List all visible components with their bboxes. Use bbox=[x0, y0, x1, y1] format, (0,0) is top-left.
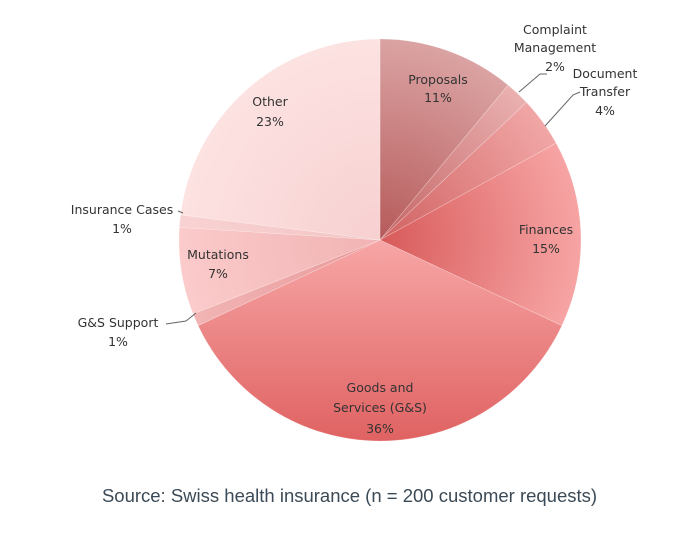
pie-slice-finances bbox=[379, 142, 582, 326]
slice-name-label: Other bbox=[252, 94, 288, 109]
slice-name-label: Services (G&S) bbox=[333, 400, 427, 415]
slice-value-label: 1% bbox=[112, 221, 132, 236]
pie-slice-proposals bbox=[379, 38, 509, 241]
slice-value-label: 36% bbox=[366, 421, 394, 436]
slice-name-label: Complaint bbox=[523, 22, 587, 37]
slice-value-label: 23% bbox=[256, 114, 284, 129]
leader-line bbox=[165, 312, 197, 325]
chart-caption: Source: Swiss health insurance (n = 200 … bbox=[101, 485, 598, 506]
leader-line bbox=[518, 73, 547, 93]
slice-value-label: 11% bbox=[424, 90, 452, 105]
pie-slice-g-s-support bbox=[192, 239, 381, 326]
slice-value-label: 2% bbox=[545, 59, 565, 74]
slice-name-label: Proposals bbox=[408, 72, 468, 87]
leader-line bbox=[177, 210, 184, 214]
slice-name-label: Transfer bbox=[579, 84, 631, 99]
pie-slice-insurance-cases bbox=[179, 214, 381, 241]
pie-slice-complaint-management bbox=[379, 84, 527, 241]
pie-slice-other bbox=[180, 38, 381, 241]
slice-value-label: 15% bbox=[532, 241, 560, 256]
slice-name-label: Finances bbox=[519, 222, 573, 237]
slice-name-label: Insurance Cases bbox=[71, 202, 173, 217]
slice-name-label: G&S Support bbox=[78, 315, 159, 330]
slice-name-label: Management bbox=[514, 40, 596, 55]
pie-slice-goods-and-services-g-s- bbox=[197, 239, 563, 442]
pie-slice-mutations bbox=[178, 227, 381, 315]
slice-name-label: Goods and bbox=[347, 380, 414, 395]
slice-name-label: Document bbox=[573, 66, 638, 81]
slice-name-label: Mutations bbox=[187, 247, 249, 262]
leader-line bbox=[544, 91, 581, 127]
slice-value-label: 4% bbox=[595, 103, 615, 118]
slice-value-label: 7% bbox=[208, 266, 228, 281]
pie-slice-document-transfer bbox=[379, 101, 557, 241]
slice-value-label: 1% bbox=[108, 334, 128, 349]
